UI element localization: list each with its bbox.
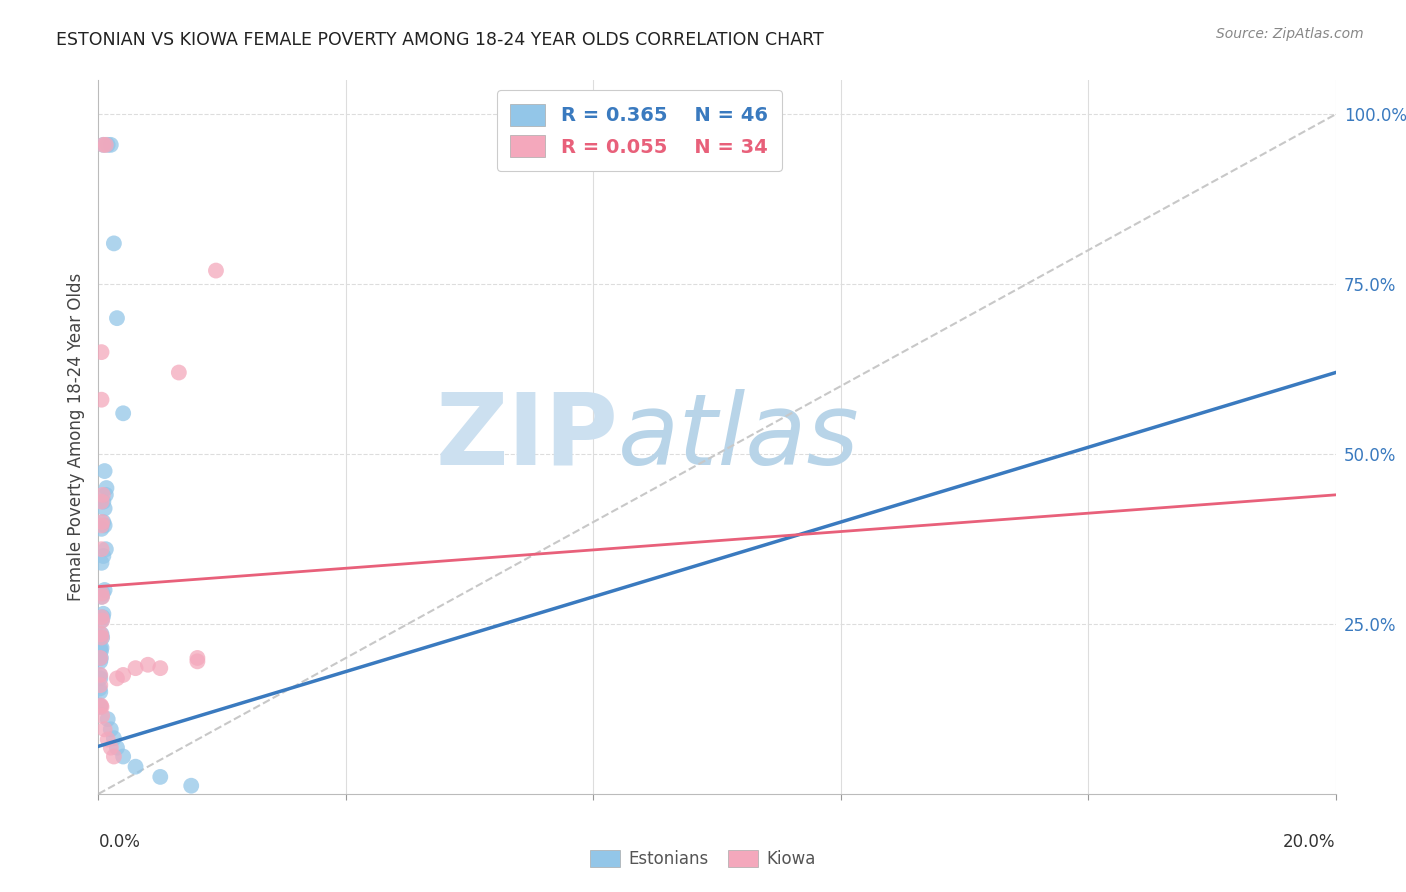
Point — [89, 681, 111, 696]
Point — [89, 699, 111, 714]
Point — [149, 661, 172, 675]
Point — [136, 657, 159, 672]
Point — [91, 488, 114, 502]
Point — [103, 749, 125, 764]
Point — [93, 494, 115, 508]
Point — [103, 236, 125, 251]
Point — [93, 607, 115, 621]
Point — [91, 586, 114, 600]
Point — [91, 610, 114, 624]
Point — [89, 678, 111, 692]
Point — [93, 464, 115, 478]
Point — [103, 731, 125, 746]
Point — [91, 631, 114, 645]
Point — [93, 549, 115, 563]
Point — [89, 651, 111, 665]
Point — [90, 651, 112, 665]
Point — [90, 392, 112, 407]
Point — [112, 406, 135, 420]
Point — [105, 671, 128, 685]
Point — [89, 668, 111, 682]
Point — [90, 586, 112, 600]
Point — [90, 698, 112, 713]
Point — [124, 661, 146, 675]
Point — [89, 640, 111, 655]
Point — [90, 627, 112, 641]
Point — [91, 708, 114, 723]
Point — [89, 668, 111, 682]
Point — [149, 770, 172, 784]
Y-axis label: Female Poverty Among 18-24 Year Olds: Female Poverty Among 18-24 Year Olds — [66, 273, 84, 601]
Point — [93, 518, 115, 533]
Point — [186, 654, 208, 668]
Point — [100, 740, 122, 755]
Point — [90, 699, 112, 714]
Point — [97, 712, 120, 726]
Point — [94, 137, 117, 152]
Point — [89, 631, 111, 645]
Point — [90, 590, 112, 604]
Point — [89, 698, 111, 713]
Point — [93, 501, 115, 516]
Point — [90, 640, 112, 655]
Text: Source: ZipAtlas.com: Source: ZipAtlas.com — [1216, 27, 1364, 41]
Point — [93, 582, 115, 597]
Point — [91, 515, 114, 529]
Point — [90, 631, 112, 645]
Point — [186, 651, 208, 665]
Point — [91, 614, 114, 628]
Point — [90, 494, 112, 508]
Point — [100, 723, 122, 737]
Point — [205, 263, 228, 277]
Point — [97, 732, 120, 747]
Point — [100, 137, 122, 152]
Point — [89, 654, 111, 668]
Point — [90, 644, 112, 658]
Point — [90, 610, 112, 624]
Legend: R = 0.365    N = 46, R = 0.055    N = 34: R = 0.365 N = 46, R = 0.055 N = 34 — [496, 90, 782, 171]
Point — [167, 366, 190, 380]
Point — [96, 481, 118, 495]
Point — [124, 760, 146, 774]
Point — [93, 137, 115, 152]
Point — [180, 779, 202, 793]
Point — [89, 685, 111, 699]
Point — [97, 137, 120, 152]
Point — [90, 345, 112, 359]
Point — [91, 590, 114, 604]
Point — [94, 542, 117, 557]
Legend: Estonians, Kiowa: Estonians, Kiowa — [583, 843, 823, 875]
Point — [90, 518, 112, 533]
Text: ZIP: ZIP — [436, 389, 619, 485]
Point — [89, 671, 111, 685]
Point — [112, 749, 135, 764]
Text: ESTONIAN VS KIOWA FEMALE POVERTY AMONG 18-24 YEAR OLDS CORRELATION CHART: ESTONIAN VS KIOWA FEMALE POVERTY AMONG 1… — [56, 31, 824, 49]
Point — [90, 627, 112, 641]
Point — [93, 723, 115, 737]
Point — [89, 651, 111, 665]
Point — [90, 542, 112, 557]
Point — [105, 740, 128, 755]
Point — [105, 311, 128, 326]
Point — [90, 556, 112, 570]
Point — [112, 668, 135, 682]
Point — [94, 488, 117, 502]
Point — [90, 614, 112, 628]
Text: atlas: atlas — [619, 389, 859, 485]
Point — [93, 515, 115, 529]
Point — [93, 137, 115, 152]
Text: 0.0%: 0.0% — [98, 833, 141, 851]
Text: 20.0%: 20.0% — [1284, 833, 1336, 851]
Point — [90, 522, 112, 536]
